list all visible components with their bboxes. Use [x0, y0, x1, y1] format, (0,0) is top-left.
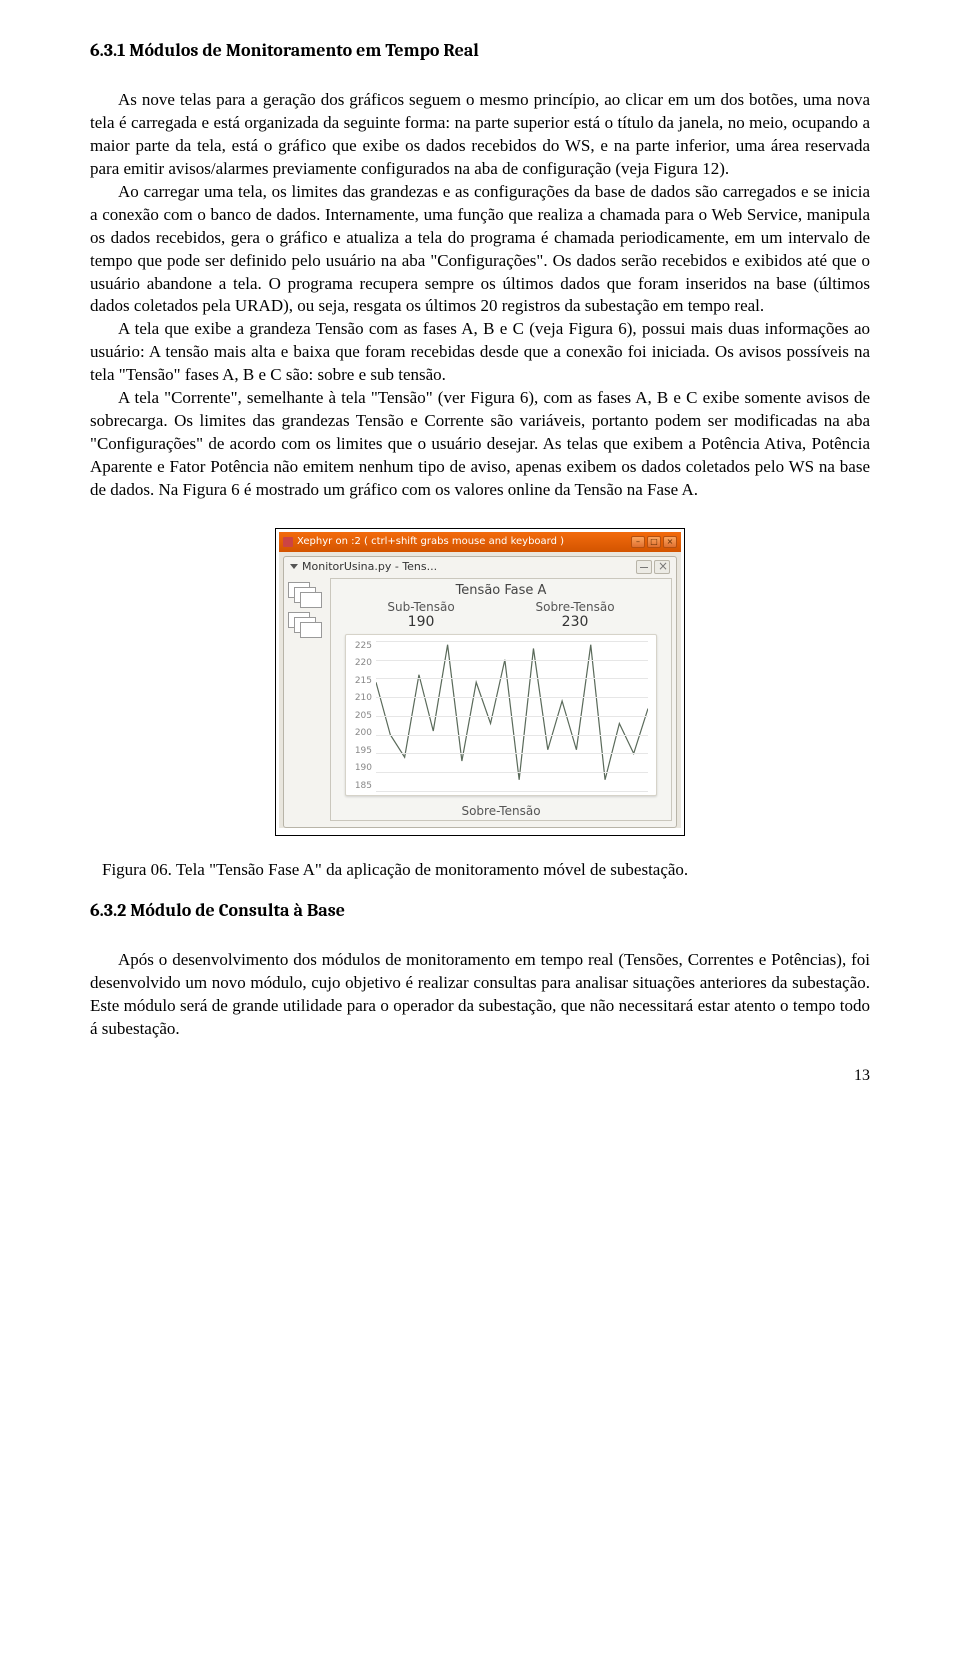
- sub-tensao-label: Sub-Tensão: [387, 600, 454, 614]
- inner-titlebar: MonitorUsina.py - Tens...: [284, 557, 676, 576]
- page-number: 13: [90, 1067, 870, 1085]
- minimize-button[interactable]: –: [631, 536, 645, 548]
- plot-area: [376, 641, 648, 791]
- thumbnail-1[interactable]: [288, 582, 322, 608]
- section2-p1: Após o desenvolvimento dos módulos de mo…: [90, 949, 870, 1041]
- main-panel: Tensão Fase A Sub-Tensão 190 Sobre-Tensã…: [330, 578, 672, 821]
- section2-body: Após o desenvolvimento dos módulos de mo…: [90, 949, 870, 1041]
- ytick-220: 220: [355, 658, 372, 668]
- section1-p4: A tela "Corrente", semelhante à tela "Te…: [90, 387, 870, 502]
- xephyr-window: Xephyr on :2 ( ctrl+shift grabs mouse an…: [279, 532, 681, 828]
- ytick-190: 190: [355, 763, 372, 773]
- ytick-205: 205: [355, 711, 372, 721]
- ytick-200: 200: [355, 728, 372, 738]
- terminal-icon: [283, 537, 293, 547]
- section-heading-2: 6.3.2 Módulo de Consulta à Base: [90, 900, 870, 921]
- inner-window: MonitorUsina.py - Tens...: [283, 556, 677, 828]
- inner-minimize-button[interactable]: [636, 560, 652, 574]
- window-controls: – □ ×: [631, 536, 677, 548]
- ytick-215: 215: [355, 676, 372, 686]
- section1-p1: As nove telas para a geração dos gráfico…: [90, 89, 870, 181]
- sidebar-thumbnails: [288, 578, 330, 642]
- thumbnail-2[interactable]: [288, 612, 322, 638]
- outer-window-title: Xephyr on :2 ( ctrl+shift grabs mouse an…: [297, 536, 564, 547]
- figure-6: Xephyr on :2 ( ctrl+shift grabs mouse an…: [90, 528, 870, 836]
- chart-card: 225 220 215 210 205 200 195 190 185: [345, 634, 657, 796]
- section1-p3: A tela que exibe a grandeza Tensão com a…: [90, 318, 870, 387]
- status-label: Sobre-Tensão: [331, 800, 671, 820]
- ytick-210: 210: [355, 693, 372, 703]
- figure-frame: Xephyr on :2 ( ctrl+shift grabs mouse an…: [275, 528, 685, 836]
- figure-caption: Figura 06. Tela "Tensão Fase A" da aplic…: [90, 860, 870, 880]
- sobre-tensao-label: Sobre-Tensão: [535, 600, 614, 614]
- sobre-tensao-value: 230: [535, 614, 614, 630]
- close-button[interactable]: ×: [663, 536, 677, 548]
- outer-titlebar: Xephyr on :2 ( ctrl+shift grabs mouse an…: [279, 532, 681, 552]
- section1-body: As nove telas para a geração dos gráfico…: [90, 89, 870, 502]
- section1-p2: Ao carregar uma tela, os limites das gra…: [90, 181, 870, 319]
- maximize-button[interactable]: □: [647, 536, 661, 548]
- chart-title: Tensão Fase A: [331, 579, 671, 600]
- ytick-225: 225: [355, 641, 372, 651]
- sub-tensao-value: 190: [387, 614, 454, 630]
- y-axis: 225 220 215 210 205 200 195 190 185: [350, 641, 376, 791]
- inner-close-button[interactable]: [654, 560, 670, 574]
- inner-window-title: MonitorUsina.py - Tens...: [302, 560, 437, 573]
- section-heading-1: 6.3.1 Módulos de Monitoramento em Tempo …: [90, 40, 870, 61]
- menu-dropdown-icon[interactable]: [290, 564, 298, 569]
- limits-row: Sub-Tensão 190 Sobre-Tensão 230: [331, 600, 671, 634]
- ytick-195: 195: [355, 746, 372, 756]
- ytick-185: 185: [355, 781, 372, 791]
